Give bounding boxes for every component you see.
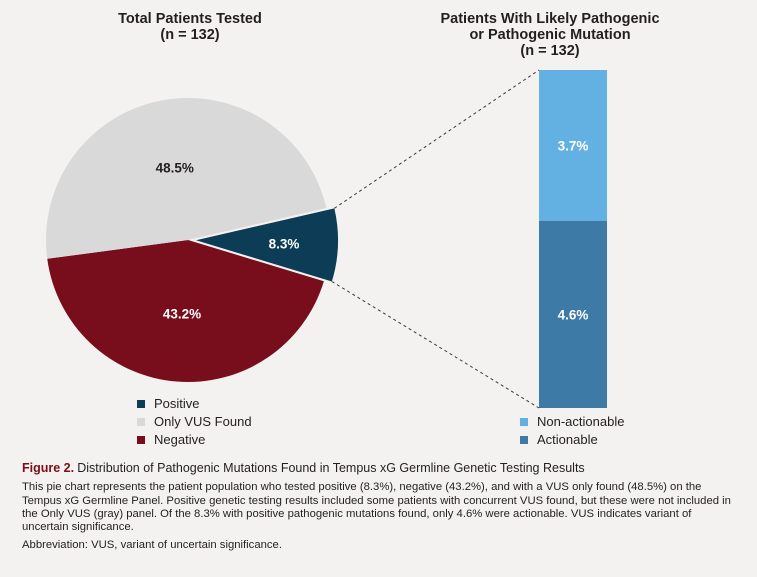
figure-label: Figure 2.: [22, 461, 75, 475]
caption-heading: Figure 2. Distribution of Pathogenic Mut…: [22, 461, 737, 476]
pie-label-only-vus-found: 48.5%: [156, 160, 194, 175]
pie-title-line1: Total Patients Tested: [118, 11, 262, 27]
pie-title-line2: (n = 132): [160, 27, 220, 43]
pie-slice-only-vus-found: [46, 98, 327, 259]
bar-label-non-actionable: 3.7%: [558, 138, 589, 153]
bar-chart-title: Patients With Likely Pathogenic or Patho…: [420, 11, 680, 59]
legend-label-actionable: Actionable: [537, 432, 598, 447]
legend-swatch-positive: [137, 400, 145, 408]
legend-label-positive: Positive: [154, 396, 200, 411]
caption-body: This pie chart represents the patient po…: [22, 481, 731, 534]
legend-swatch-actionable: [520, 436, 528, 444]
caption-abbreviation: Abbreviation: VUS, variant of uncertain …: [22, 539, 282, 552]
pie-legend: Positive Only VUS Found Negative: [137, 395, 252, 449]
connector-line-bottom: [331, 281, 540, 409]
legend-label-negative: Negative: [154, 432, 206, 447]
legend-item-non-actionable: Non-actionable: [520, 413, 624, 431]
figure-caption: Figure 2. Distribution of Pathogenic Mut…: [22, 461, 737, 558]
legend-swatch-negative: [137, 436, 145, 444]
bar-segment-actionable: [539, 220, 607, 408]
legend-item-only-vus: Only VUS Found: [137, 413, 252, 431]
legend-label-only-vus: Only VUS Found: [154, 414, 252, 429]
pie-chart-title: Total Patients Tested (n = 132): [70, 11, 310, 43]
legend-item-negative: Negative: [137, 431, 252, 449]
chart-canvas: 8.3% 43.2% 48.5% 4.6% 3.7%: [46, 69, 607, 409]
figure-title: Distribution of Pathogenic Mutations Fou…: [77, 461, 585, 475]
bar-title-line1: Patients With Likely Pathogenic: [440, 11, 660, 27]
bar-title-line2: or Pathogenic Mutation: [469, 27, 631, 43]
bar-title-line3: (n = 132): [520, 43, 580, 59]
pie-label-negative: 43.2%: [163, 307, 201, 322]
pie-slice-positive: [195, 208, 338, 282]
legend-swatch-only-vus: [137, 418, 145, 426]
legend-item-positive: Positive: [137, 395, 252, 413]
connector-line-top: [334, 69, 540, 209]
bar-label-actionable: 4.6%: [558, 307, 589, 322]
legend-item-actionable: Actionable: [520, 431, 624, 449]
legend-swatch-non-actionable: [520, 418, 528, 426]
pie-label-positive: 8.3%: [269, 236, 300, 251]
bar-legend: Non-actionable Actionable: [520, 413, 624, 449]
bar-segment-non-actionable: [539, 70, 607, 221]
legend-label-non-actionable: Non-actionable: [537, 414, 625, 429]
pie-slice-negative: [47, 240, 324, 382]
